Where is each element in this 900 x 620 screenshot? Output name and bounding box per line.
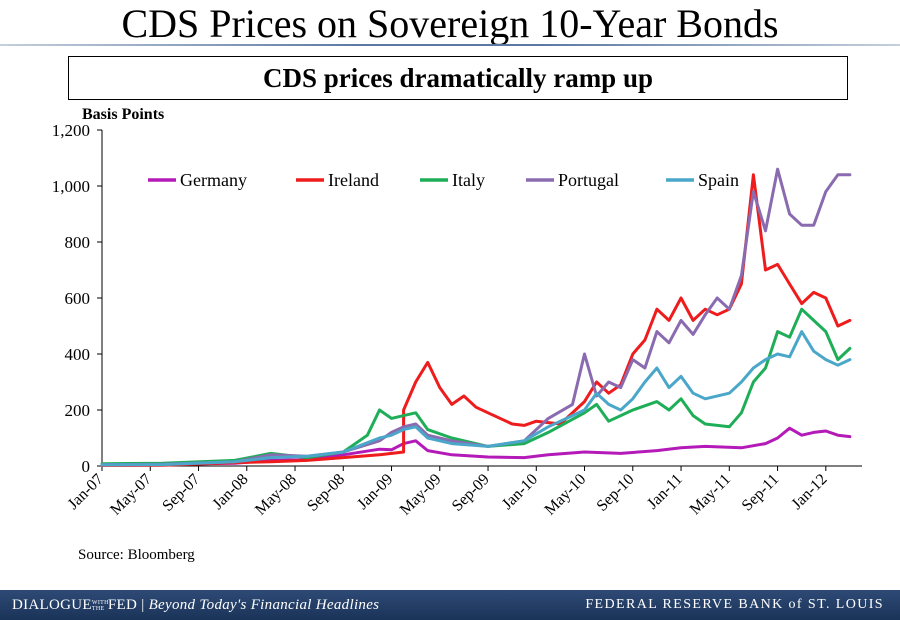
footer-brand-fed: FED xyxy=(107,597,138,613)
footer-tagline: Beyond Today's Financial Headlines xyxy=(148,597,380,613)
legend-label-italy: Italy xyxy=(452,170,485,190)
footer-separator: | xyxy=(141,597,149,613)
x-tick-label: May-11 xyxy=(687,471,734,518)
legend-label-spain: Spain xyxy=(698,170,739,190)
title-divider xyxy=(0,44,900,46)
x-tick-label: Sep-07 xyxy=(159,471,203,515)
y-tick-label: 1,200 xyxy=(52,121,90,140)
series-line-ireland xyxy=(100,173,852,467)
x-tick-label: May-09 xyxy=(397,471,445,519)
x-tick-label: May-07 xyxy=(107,471,155,519)
series-line-germany xyxy=(100,426,852,467)
x-tick-label: Jan-10 xyxy=(499,471,541,513)
x-tick-label: Sep-08 xyxy=(304,471,348,515)
source-note: Source: Bloomberg xyxy=(78,547,195,563)
footer-brand: DIALOGUEWITH THE FED | Beyond Today's Fin… xyxy=(12,597,379,614)
x-tick-label: Sep-09 xyxy=(449,471,493,515)
legend-label-ireland: Ireland xyxy=(328,170,379,190)
y-tick-label: 400 xyxy=(65,345,91,364)
series-line-spain xyxy=(100,330,852,467)
legend-label-portugal: Portugal xyxy=(558,170,619,190)
legend-label-germany: Germany xyxy=(180,170,247,190)
slide-title: CDS Prices on Sovereign 10-Year Bonds xyxy=(121,1,779,46)
x-tick-label: May-10 xyxy=(542,471,590,519)
footer-bar: DIALOGUEWITH THE FED | Beyond Today's Fin… xyxy=(0,590,900,620)
x-tick-label: Jan-09 xyxy=(354,471,396,513)
y-tick-label: 600 xyxy=(65,289,91,308)
y-tick-label: 200 xyxy=(65,401,91,420)
y-tick-label: 0 xyxy=(82,457,91,476)
y-axis-label: Basis Points xyxy=(82,106,165,123)
x-tick-label: Jan-08 xyxy=(209,471,251,513)
subtitle-box: CDS prices dramatically ramp up xyxy=(68,56,848,100)
x-tick-label: Jan-12 xyxy=(788,471,830,513)
y-tick-label: 1,000 xyxy=(52,177,90,196)
series-line-portugal xyxy=(100,167,852,467)
footer-brand-dialogue: DIALOGUE xyxy=(12,597,92,613)
x-tick-label: May-08 xyxy=(252,471,300,519)
x-tick-label: Jan-07 xyxy=(65,471,107,513)
series-line-italy xyxy=(100,307,852,466)
x-tick-label: Jan-11 xyxy=(644,471,686,513)
footer-brand-small: WITH THE xyxy=(91,599,109,612)
x-tick-label: Sep-10 xyxy=(594,471,638,515)
x-tick-label: Sep-11 xyxy=(739,471,783,515)
footer-fed-name: FEDERAL RESERVE BANK of ST. LOUIS xyxy=(585,597,884,612)
y-tick-label: 800 xyxy=(65,233,91,252)
